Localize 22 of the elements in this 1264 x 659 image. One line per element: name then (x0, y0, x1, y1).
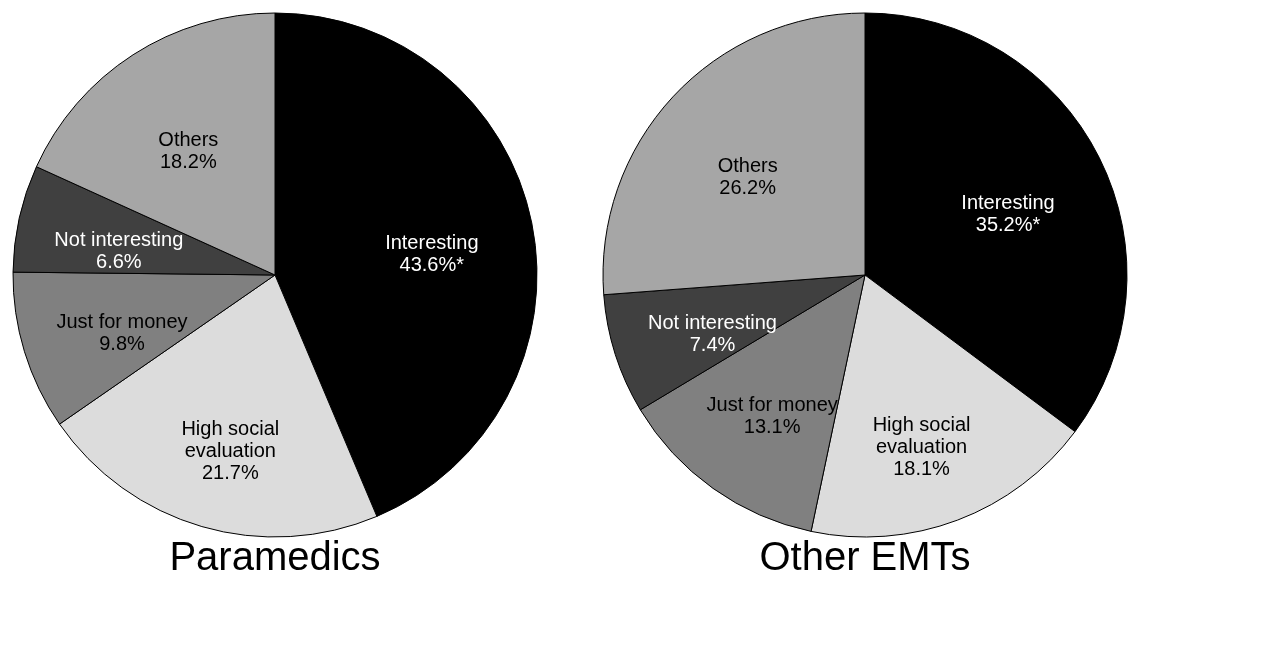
slice-label: Not interesting (648, 311, 778, 334)
data-label: 21.7% (201, 460, 259, 483)
slice-label: Just for money (56, 309, 188, 332)
slice-label: High social evaluation (181, 416, 280, 461)
data-label: 7.4% (689, 333, 736, 356)
data-label: 13.1% (743, 415, 801, 438)
data-label: 18.1% (893, 456, 951, 479)
data-label: 18.2% (159, 150, 217, 173)
data-label: 35.2%* (975, 213, 1041, 236)
data-label: 26.2% (719, 176, 777, 199)
slice-label: Not interesting (54, 228, 184, 251)
slice-label: Just for money (706, 393, 838, 416)
slice-label: High social evaluation (872, 412, 971, 457)
data-label: 6.6% (96, 250, 142, 273)
text: Paramedics (169, 534, 381, 578)
slice-label: Interesting (961, 191, 1055, 214)
data-label: 9.8% (99, 331, 146, 354)
slice-label: Interesting (385, 231, 479, 254)
slice-label: Others (717, 154, 778, 177)
text: Other EMTs (759, 534, 971, 578)
slice-label: Others (158, 128, 219, 151)
data-label: 43.6%* (399, 253, 465, 276)
